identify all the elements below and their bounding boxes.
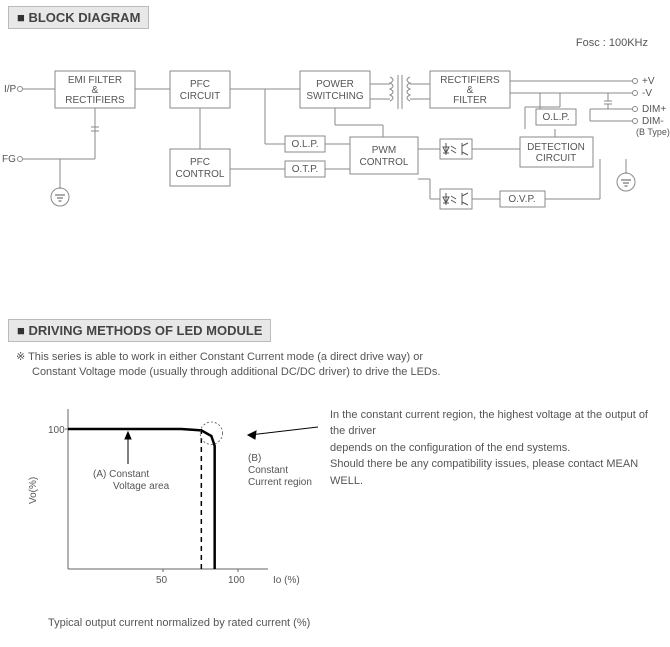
gnd-left-icon [51, 188, 69, 206]
area-b-label: (B) Constant Current region [248, 453, 312, 488]
block-diagram-area: Fosc : 100KHz [0, 29, 670, 309]
xtick-50: 50 [156, 575, 168, 586]
svg-text:CONTROL: CONTROL [176, 169, 225, 180]
svg-text:CIRCUIT: CIRCUIT [180, 91, 221, 102]
gnd-right-icon [617, 173, 635, 191]
knee-circle [200, 422, 222, 444]
area-a-label: (A) Constant Voltage area [93, 469, 170, 492]
ytick-100: 100 [48, 425, 65, 436]
y-axis-label: Vo(%) [28, 477, 39, 504]
pv-label: +V [642, 76, 655, 87]
btype-label: (B Type) [636, 127, 670, 137]
xtick-100: 100 [228, 575, 245, 586]
x-axis-label: Io (%) [273, 575, 300, 586]
dimn-label: DIM- [642, 116, 664, 127]
opto-1-icon [440, 139, 472, 159]
vo-io-chart: 100 50 100 Io (%) Vo(%) (A) Constant Vol… [18, 389, 318, 609]
fosc-label: Fosc : 100KHz [576, 37, 648, 49]
vo-io-curve [68, 429, 215, 569]
svg-text:O.V.P.: O.V.P. [508, 194, 535, 205]
svg-text:FILTER: FILTER [453, 95, 487, 106]
svg-text:SWITCHING: SWITCHING [306, 91, 363, 102]
svg-text:CIRCUIT: CIRCUIT [536, 153, 577, 164]
section-title-block: BLOCK DIAGRAM [8, 6, 149, 29]
fg-label: FG [2, 154, 16, 165]
chart-caption: Typical output current normalized by rat… [48, 617, 670, 629]
ip-label: I/P [4, 84, 17, 95]
svg-text:PWM: PWM [372, 145, 396, 156]
svg-text:O.L.P.: O.L.P. [542, 112, 569, 123]
svg-text:RECTIFIERS: RECTIFIERS [65, 95, 125, 106]
dimp-label: DIM+ [642, 104, 666, 115]
section-title-driving: DRIVING METHODS OF LED MODULE [8, 319, 271, 342]
svg-text:O.L.P.: O.L.P. [291, 139, 318, 150]
svg-text:O.T.P.: O.T.P. [292, 164, 319, 175]
chart-side-text: In the constant current region, the high… [330, 407, 660, 490]
intro-text: This series is able to work in either Co… [32, 350, 662, 381]
block-diagram-svg: EMI FILTER&RECTIFIERS PFCCIRCUIT POWERSW… [0, 29, 670, 289]
opto-2-icon [440, 189, 472, 209]
svg-text:DETECTION: DETECTION [527, 142, 585, 153]
svg-text:CONTROL: CONTROL [360, 157, 409, 168]
svg-text:PFC: PFC [190, 79, 210, 90]
svg-text:PFC: PFC [190, 157, 210, 168]
svg-text:POWER: POWER [316, 79, 354, 90]
nv-label: -V [642, 88, 652, 99]
